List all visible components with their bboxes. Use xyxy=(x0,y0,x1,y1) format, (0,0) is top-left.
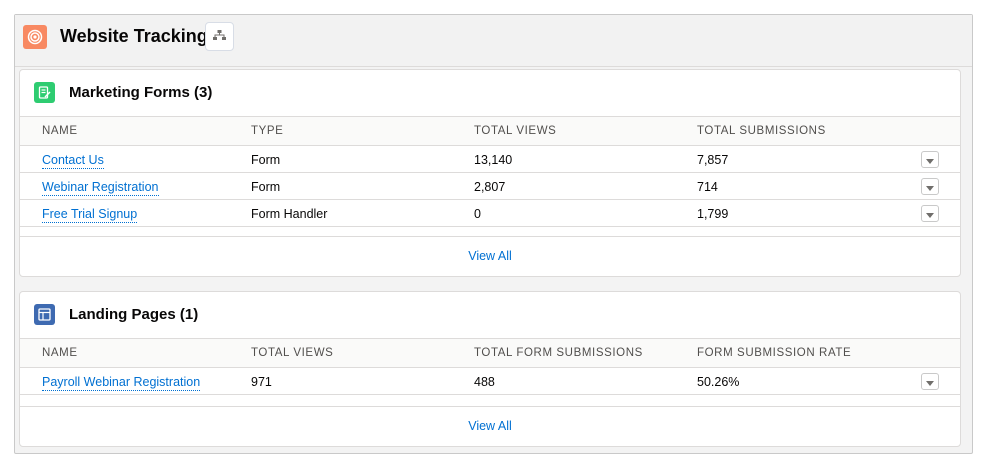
table-header: NAME TYPE TOTAL VIEWS TOTAL SUBMISSIONS xyxy=(20,116,960,146)
total-views: 2,807 xyxy=(474,180,506,194)
card-header: Landing Pages (1) xyxy=(20,292,960,338)
form-link[interactable]: Contact Us xyxy=(42,153,104,169)
landing-pages-card: Landing Pages (1) NAME TOTAL VIEWS TOTAL… xyxy=(19,291,961,447)
hierarchy-button[interactable] xyxy=(205,22,234,51)
table-row: Free Trial Signup Form Handler 0 1,799 xyxy=(20,200,960,227)
column-header-total-views: TOTAL VIEWS xyxy=(474,125,557,137)
marketing-forms-card: Marketing Forms (3) NAME TYPE TOTAL VIEW… xyxy=(19,69,961,277)
card-title: Landing Pages (1) xyxy=(69,306,199,323)
card-footer: View All xyxy=(20,236,960,276)
card-header: Marketing Forms (3) xyxy=(20,70,960,116)
column-header-total-submissions: TOTAL SUBMISSIONS xyxy=(697,125,826,137)
total-views: 0 xyxy=(474,207,481,221)
chevron-down-icon xyxy=(926,178,934,196)
column-header-type: TYPE xyxy=(251,125,284,137)
table-header: NAME TOTAL VIEWS TOTAL FORM SUBMISSIONS … xyxy=(20,338,960,368)
chevron-down-icon xyxy=(926,205,934,223)
form-type: Form Handler xyxy=(251,207,328,221)
target-icon xyxy=(23,25,47,49)
table-row: Webinar Registration Form 2,807 714 xyxy=(20,173,960,200)
row-actions-button[interactable] xyxy=(921,151,939,168)
page-title: Website Tracking xyxy=(60,26,208,46)
column-header-name: NAME xyxy=(42,347,78,359)
total-submissions: 7,857 xyxy=(697,153,729,167)
total-form-submissions: 488 xyxy=(474,375,495,389)
form-link[interactable]: Free Trial Signup xyxy=(42,207,138,223)
total-views: 971 xyxy=(251,375,272,389)
page-layout-icon xyxy=(34,304,55,325)
view-all-link[interactable]: View All xyxy=(468,249,512,263)
column-header-name: NAME xyxy=(42,125,78,137)
panel-header: Website Tracking xyxy=(15,15,972,67)
row-actions-button[interactable] xyxy=(921,178,939,195)
form-type: Form xyxy=(251,153,281,167)
card-title: Marketing Forms (3) xyxy=(69,84,213,101)
table-row: Payroll Webinar Registration 971 488 50.… xyxy=(20,368,960,395)
row-actions-button[interactable] xyxy=(921,205,939,222)
total-submissions: 1,799 xyxy=(697,207,729,221)
chevron-down-icon xyxy=(926,373,934,391)
chevron-down-icon xyxy=(926,151,934,169)
website-tracking-panel: Website Tracking xyxy=(14,14,973,454)
column-header-form-submission-rate: FORM SUBMISSION RATE xyxy=(697,347,852,359)
card-footer: View All xyxy=(20,406,960,446)
form-type: Form xyxy=(251,180,281,194)
total-views: 13,140 xyxy=(474,153,513,167)
table-row: Contact Us Form 13,140 7,857 xyxy=(20,146,960,173)
column-header-total-form-submissions: TOTAL FORM SUBMISSIONS xyxy=(474,347,643,359)
row-actions-button[interactable] xyxy=(921,373,939,390)
form-icon xyxy=(34,82,55,103)
form-submission-rate: 50.26% xyxy=(697,375,740,389)
form-link[interactable]: Webinar Registration xyxy=(42,180,159,196)
column-header-total-views: TOTAL VIEWS xyxy=(251,347,334,359)
total-submissions: 714 xyxy=(697,180,718,194)
landing-page-link[interactable]: Payroll Webinar Registration xyxy=(42,375,201,391)
hierarchy-icon xyxy=(213,28,226,46)
view-all-link[interactable]: View All xyxy=(468,419,512,433)
